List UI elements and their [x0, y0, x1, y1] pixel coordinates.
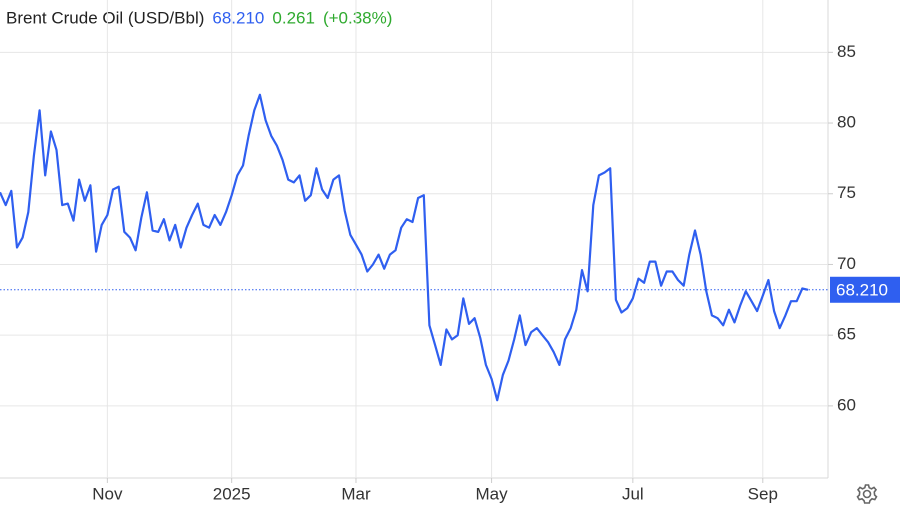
y-tick-label: 80 — [837, 113, 856, 132]
price: 68.210 — [212, 8, 264, 27]
change: 0.261 — [272, 8, 315, 27]
y-tick-label: 75 — [837, 183, 856, 202]
x-tick-label: May — [476, 484, 509, 503]
settings-icon[interactable] — [856, 484, 878, 504]
change-percent: (+0.38%) — [323, 8, 392, 27]
x-tick-label: 2025 — [213, 484, 251, 503]
y-tick-label: 60 — [837, 395, 856, 414]
last-price-tag — [830, 276, 900, 303]
last-price-label: 68.210 — [836, 280, 888, 299]
x-tick-label: Mar — [341, 484, 371, 503]
grid — [0, 0, 828, 478]
x-tick-label: Nov — [92, 484, 123, 503]
y-tick-label: 65 — [837, 325, 856, 344]
y-tick-label: 70 — [837, 254, 856, 273]
x-tick-label: Sep — [748, 484, 778, 503]
x-tick-label: Jul — [622, 484, 644, 503]
chart-title: Brent Crude Oil (USD/Bbl) — [6, 8, 204, 27]
price-line — [0, 93, 809, 402]
y-tick-label: 85 — [837, 42, 856, 61]
